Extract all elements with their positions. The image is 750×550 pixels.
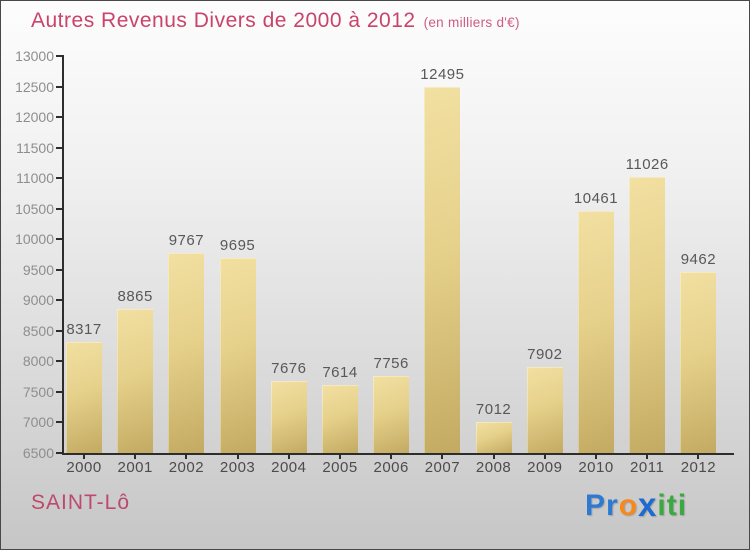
logo-letter-x: x bbox=[638, 486, 658, 523]
logo-letter-o: o bbox=[618, 489, 639, 522]
y-axis-line bbox=[62, 55, 64, 455]
x-axis-tick-label-2006: 2006 bbox=[373, 459, 409, 476]
x-axis-tick-label-2002: 2002 bbox=[168, 459, 205, 476]
x-axis-tick-label-2007: 2007 bbox=[424, 459, 461, 476]
y-axis-tick-label: 12500 bbox=[15, 78, 54, 95]
y-axis-tick-label: 9500 bbox=[22, 261, 54, 278]
x-axis-tick bbox=[595, 455, 597, 459]
y-axis-tick bbox=[56, 207, 62, 210]
y-axis-tick-label: 7500 bbox=[22, 383, 54, 400]
y-axis-tick bbox=[56, 85, 62, 88]
y-axis-tick-label: 11000 bbox=[16, 170, 54, 187]
y-axis-tick bbox=[56, 116, 62, 119]
x-axis-tick bbox=[236, 455, 239, 459]
y-axis-tick-label: 10000 bbox=[15, 231, 54, 248]
x-axis-line bbox=[62, 453, 734, 455]
y-axis-tick-label: 13000 bbox=[15, 48, 54, 64]
proxiti-logo[interactable]: Proxiti bbox=[585, 485, 687, 523]
bar-2006 bbox=[373, 376, 410, 453]
x-axis-tick-label-2009: 2009 bbox=[527, 459, 563, 476]
x-axis-tick bbox=[83, 455, 85, 459]
y-axis-tick bbox=[56, 421, 62, 424]
x-axis-tick bbox=[390, 455, 393, 459]
y-axis-tick-label: 10500 bbox=[15, 200, 54, 217]
x-axis-tick bbox=[287, 455, 290, 459]
bar-value-label-2006: 7756 bbox=[373, 355, 409, 373]
footer-location-label: SAINT-Lô bbox=[31, 491, 131, 514]
bar-2012 bbox=[680, 272, 717, 453]
logo-letter-r: r bbox=[606, 489, 619, 522]
y-axis-tick bbox=[56, 390, 62, 393]
y-axis-tick-label: 11500 bbox=[16, 139, 54, 156]
x-axis-tick bbox=[339, 455, 341, 459]
x-axis-tick-label-2011: 2011 bbox=[630, 459, 665, 476]
bar-value-label-2007: 12495 bbox=[420, 65, 465, 83]
bar-value-label-2008: 7012 bbox=[475, 400, 512, 418]
bar-2009 bbox=[526, 367, 563, 453]
bar-2005 bbox=[322, 384, 358, 453]
bar-value-label-2005: 7614 bbox=[322, 363, 358, 381]
bar-2011 bbox=[629, 176, 666, 453]
x-axis-tick-label-2004: 2004 bbox=[271, 459, 307, 476]
bar-value-label-2001: 8865 bbox=[117, 287, 153, 305]
y-axis-tick bbox=[56, 299, 62, 302]
x-axis-tick-label-2010: 2010 bbox=[578, 459, 614, 476]
x-axis-tick-label-2008: 2008 bbox=[475, 459, 512, 476]
y-axis-tick-label: 9000 bbox=[22, 292, 54, 309]
bar-value-label-2009: 7902 bbox=[527, 346, 563, 364]
bar-value-label-2000: 8317 bbox=[66, 321, 102, 339]
bar-value-label-2011: 11026 bbox=[625, 155, 669, 173]
x-axis-tick bbox=[441, 455, 444, 459]
chart-title: Autres Revenus Divers de 2000 à 2012 (en … bbox=[31, 9, 520, 33]
y-axis-tick bbox=[56, 177, 62, 180]
bar-2000 bbox=[66, 342, 102, 453]
logo-letter-i: i bbox=[677, 489, 688, 522]
y-axis-tick bbox=[56, 268, 62, 271]
bar-2007 bbox=[424, 86, 461, 453]
logo-letter-t: t bbox=[666, 489, 678, 522]
bar-2004 bbox=[270, 381, 307, 453]
bar-2003 bbox=[219, 257, 256, 453]
logo-letter-i: i bbox=[657, 489, 667, 522]
y-axis-tick bbox=[56, 360, 62, 363]
y-axis-tick-label: 8000 bbox=[22, 353, 54, 370]
bar-value-label-2010: 10461 bbox=[573, 190, 619, 208]
chart-subtitle: (en milliers d'€) bbox=[423, 15, 520, 30]
y-axis-tick bbox=[56, 238, 62, 241]
y-axis-tick-label: 12000 bbox=[15, 109, 54, 126]
bar-value-label-2002: 9767 bbox=[168, 232, 205, 250]
y-axis-tick bbox=[56, 146, 62, 149]
y-axis-tick bbox=[56, 329, 62, 332]
x-axis-tick bbox=[543, 455, 546, 459]
x-axis-tick bbox=[185, 455, 188, 459]
x-axis-tick bbox=[697, 455, 700, 459]
y-axis-tick bbox=[56, 452, 62, 454]
x-axis-tick bbox=[134, 455, 137, 459]
bar-2010 bbox=[578, 211, 614, 453]
bar-value-label-2012: 9462 bbox=[680, 251, 717, 269]
bar-2001 bbox=[117, 308, 154, 453]
bar-value-label-2004: 7676 bbox=[271, 360, 307, 378]
x-axis-tick-label-2003: 2003 bbox=[219, 459, 256, 476]
bar-2002 bbox=[168, 253, 205, 453]
x-axis-tick-label-2005: 2005 bbox=[322, 459, 358, 476]
y-axis-tick bbox=[56, 55, 62, 57]
x-axis-tick bbox=[646, 455, 649, 459]
x-axis-tick-label-2000: 2000 bbox=[66, 459, 102, 476]
bar-2008 bbox=[475, 421, 512, 453]
y-axis-tick-label: 7000 bbox=[22, 414, 54, 431]
y-axis-tick-label: 8500 bbox=[22, 322, 54, 339]
logo-letter-P: P bbox=[585, 489, 607, 522]
bar-value-label-2003: 9695 bbox=[219, 236, 256, 254]
x-axis-tick bbox=[492, 455, 495, 459]
x-axis-tick-label-2001: 2001 bbox=[117, 459, 153, 476]
y-axis-tick-label: 6500 bbox=[22, 445, 54, 461]
x-axis-tick-label-2012: 2012 bbox=[680, 459, 717, 476]
chart-title-text: Autres Revenus Divers de 2000 à 2012 bbox=[31, 9, 416, 32]
